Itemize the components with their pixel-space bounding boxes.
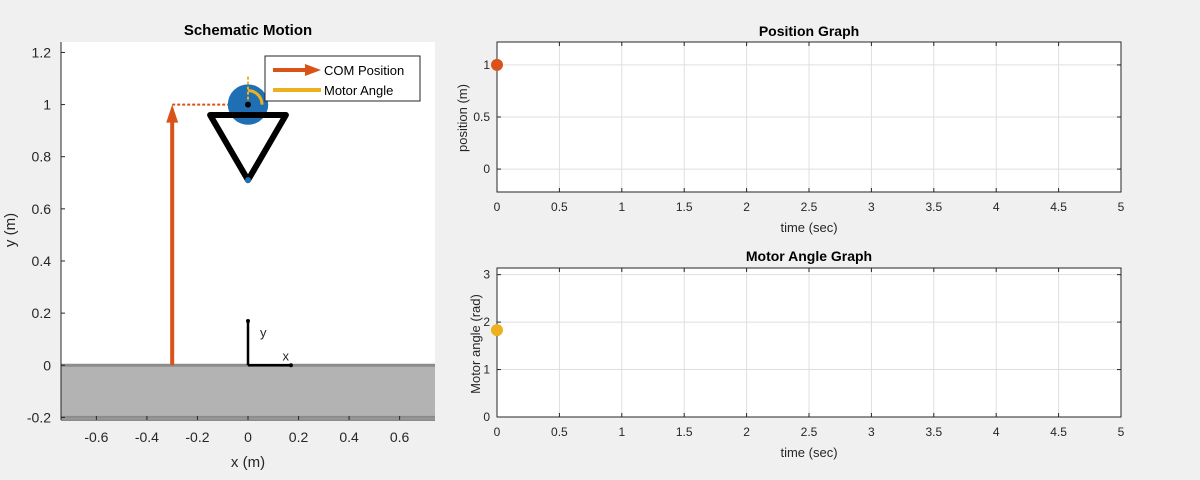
motor-angle-data-point xyxy=(491,324,503,337)
schematic-y-tick-label: 0.2 xyxy=(32,305,52,321)
schematic-y-tick-label: -0.2 xyxy=(27,409,51,425)
schematic-x-tick-label: 0.4 xyxy=(339,429,359,445)
motor-angle-arc xyxy=(247,89,264,105)
axis-indicator-x-label: x xyxy=(282,348,289,363)
position-x-tick-label: 2.5 xyxy=(801,200,818,214)
schematic-y-tick-label: 0.6 xyxy=(32,201,52,217)
motor-angle-x-tick-label: 5 xyxy=(1118,425,1125,439)
position-y-tick-label: 1 xyxy=(483,58,490,72)
schematic-x-tick-label: 0 xyxy=(244,429,252,445)
schematic-x-tick-label: -0.6 xyxy=(84,429,108,445)
schematic-ylabel: y (m) xyxy=(2,213,19,247)
schematic-x-tick-label: 0.2 xyxy=(289,429,309,445)
schematic-xlabel: x (m) xyxy=(231,454,265,471)
position-x-tick-label: 3.5 xyxy=(925,200,942,214)
motor-angle-x-tick-label: 2.5 xyxy=(801,425,818,439)
legend-box xyxy=(264,55,421,102)
schematic-x-tick-label: -0.4 xyxy=(135,429,159,445)
schematic-title: Schematic Motion xyxy=(184,22,312,39)
motor-angle-x-tick-label: 1 xyxy=(618,425,625,439)
schematic-y-tick-label: 0 xyxy=(43,357,51,373)
motor-angle-x-tick-label: 3 xyxy=(868,425,875,439)
position-x-tick-label: 5 xyxy=(1118,200,1125,214)
axis-indicator-x-tip xyxy=(288,363,293,368)
body-foot xyxy=(245,177,251,184)
position-title: Position Graph xyxy=(759,23,859,39)
position-y-tick-label: 0 xyxy=(483,162,490,176)
motor-angle-y-tick-label: 3 xyxy=(483,268,490,282)
motor-angle-y-tick-label: 2 xyxy=(483,315,490,329)
schematic-x-tick-label: 0.6 xyxy=(390,429,410,445)
motor-angle-y-tick-label: 1 xyxy=(483,363,490,377)
motor-angle-axes: Motor Angle Graph time (sec) Motor angle… xyxy=(468,248,1125,460)
axis-indicator-y-tip xyxy=(246,318,250,323)
position-y-tick-label: 0.5 xyxy=(473,110,490,124)
position-x-tick-label: 0 xyxy=(494,200,501,214)
position-x-tick-label: 0.5 xyxy=(551,200,568,214)
schematic-axes: Schematic Motion x (m) y (m) xy -0.6 -0.4 -… xyxy=(2,22,435,471)
position-data-point xyxy=(491,58,503,71)
motor-angle-y-tick-label: 0 xyxy=(483,410,490,424)
motor-angle-xlabel: time (sec) xyxy=(780,445,837,460)
position-x-tick-label: 1 xyxy=(618,200,625,214)
position-x-tick-label: 3 xyxy=(868,200,875,214)
axis-indicator-y-label: y xyxy=(260,325,267,340)
motor-angle-x-tick-label: 3.5 xyxy=(925,425,942,439)
body-frame xyxy=(207,111,289,184)
motor-angle-x-tick-label: 0.5 xyxy=(551,425,568,439)
motor-angle-x-tick-label: 4.5 xyxy=(1050,425,1067,439)
schematic-y-tick-label: 0.8 xyxy=(32,149,52,165)
position-x-tick-label: 1.5 xyxy=(676,200,693,214)
schematic-y-tick-label: 1 xyxy=(43,97,51,113)
motor-angle-x-tick-label: 0 xyxy=(494,425,501,439)
schematic-x-tick-label: -0.2 xyxy=(185,429,209,445)
ground-block xyxy=(61,365,435,418)
motor-angle-x-tick-label: 4 xyxy=(993,425,1000,439)
position-ylabel: position (m) xyxy=(455,84,470,152)
motor-angle-title: Motor Angle Graph xyxy=(746,248,872,264)
motor-angle-x-tick-label: 2 xyxy=(743,425,750,439)
legend-com-label: COM Position xyxy=(324,63,404,78)
motor-angle-ylabel: Motor angle (rad) xyxy=(468,294,483,394)
legend-motor-label: Motor Angle xyxy=(324,83,393,98)
position-x-tick-label: 2 xyxy=(743,200,750,214)
com-arrow-head xyxy=(166,104,179,123)
position-xlabel: time (sec) xyxy=(780,220,837,235)
position-x-tick-label: 4 xyxy=(993,200,1000,214)
motor-pivot xyxy=(245,101,251,108)
schematic-y-tick-label: 1.2 xyxy=(32,44,52,60)
motor-angle-x-tick-label: 1.5 xyxy=(676,425,693,439)
position-x-tick-label: 4.5 xyxy=(1050,200,1067,214)
schematic-y-tick-label: 0.4 xyxy=(32,253,52,269)
legend-com-swatch-head xyxy=(305,64,321,76)
position-axes: Position Graph time (sec) position (m) 0… xyxy=(455,23,1125,235)
